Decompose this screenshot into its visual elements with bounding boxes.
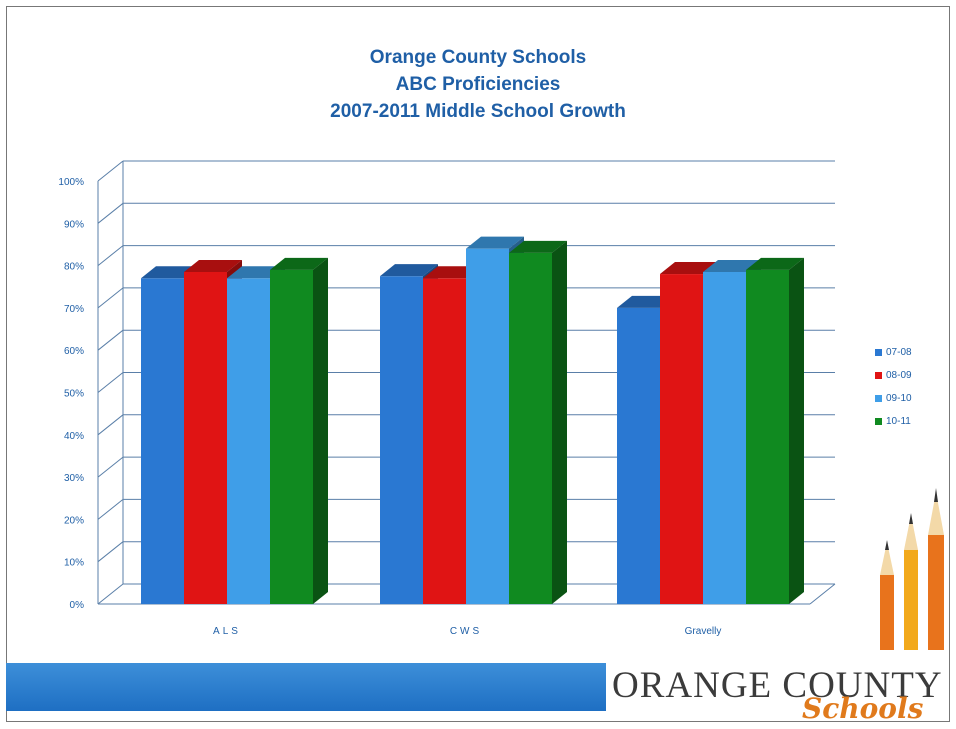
bar-cws-09-10 [466, 248, 509, 604]
y-tick-label: 0% [70, 600, 85, 611]
bar-als-10-11 [270, 269, 313, 604]
gridline-side-1 [97, 541, 124, 563]
gridline-side-8 [97, 245, 124, 266]
bar-gravelly-09-10 [703, 271, 746, 604]
y-tick-label: 10% [64, 558, 84, 569]
chart-title-line-3: 2007-2011 Middle School Growth [330, 101, 626, 122]
y-tick-label: 20% [64, 515, 84, 526]
pencil-3 [928, 488, 944, 650]
legend-label-07-08: 07-08 [886, 347, 912, 358]
gridline-side-6 [97, 329, 124, 351]
legend-item-10-11: 10-11 [875, 414, 912, 437]
legend-item-09-10: 09-10 [875, 391, 912, 414]
pencil-1 [880, 540, 894, 650]
legend-swatch-09-10 [875, 394, 882, 402]
bar-cws-10-11 [509, 252, 552, 604]
legend-label-09-10: 09-10 [886, 393, 912, 404]
legend-label-08-09: 08-09 [886, 370, 912, 381]
bar-top-cws-09-10 [466, 236, 524, 249]
y-tick-label: 100% [58, 177, 84, 188]
y-tick-label: 90% [64, 219, 84, 230]
gridline-side-5 [97, 372, 124, 393]
legend-item-08-09: 08-09 [875, 368, 912, 391]
bar-side-cws-10-11 [552, 240, 567, 604]
x-category-label: Gravelly [685, 626, 722, 637]
gridline-side-3 [97, 456, 124, 478]
bar-top-cws-07-08 [380, 264, 438, 277]
y-tick-label: 30% [64, 473, 84, 484]
bar-top-gravelly-10-11 [746, 257, 804, 270]
logo-sub-text: Schools [802, 692, 924, 725]
y-tick-label: 80% [64, 262, 84, 273]
bar-top-als-10-11 [270, 257, 328, 270]
footer-bar [6, 663, 606, 711]
bar-top-cws-10-11 [509, 240, 567, 253]
bar-side-gravelly-10-11 [789, 257, 804, 604]
y-tick-label: 40% [64, 431, 84, 442]
bar-cws-07-08 [380, 276, 423, 604]
pencils-illustration [880, 488, 944, 650]
pencil-2 [904, 513, 918, 650]
gridline-side-4 [97, 414, 124, 436]
y-tick-label: 60% [64, 346, 84, 357]
bar-top-gravelly-09-10 [703, 259, 761, 272]
legend-swatch-10-11 [875, 417, 882, 425]
gridline-side-0 [97, 583, 124, 605]
chart-title-line-2: ABC Proficiencies [395, 74, 561, 95]
bar-als-08-09 [184, 271, 227, 604]
logo-main-text: ORANGE COUNTY [612, 665, 943, 706]
y-tick-label: 50% [64, 389, 84, 400]
bar-gravelly-10-11 [746, 269, 789, 604]
gridline-side-2 [97, 499, 124, 520]
x-category-label: CWS [450, 626, 482, 637]
chart-title-line-1: Orange County Schools [369, 47, 587, 68]
bar-als-07-08 [141, 278, 184, 604]
legend-swatch-07-08 [875, 348, 882, 356]
gridline-side-7 [97, 287, 124, 309]
gridline-side-10 [97, 160, 124, 182]
legend-label-10-11: 10-11 [886, 416, 911, 427]
y-tick-label: 70% [64, 304, 84, 315]
bar-als-09-10 [227, 278, 270, 604]
floor-right-edge [809, 583, 836, 605]
legend-item-07-08: 07-08 [875, 345, 912, 368]
bar-top-als-08-09 [184, 259, 242, 272]
gridline-side-9 [97, 202, 124, 224]
x-category-label: ALS [213, 626, 241, 637]
bar-gravelly-08-09 [660, 274, 703, 604]
bar-side-als-10-11 [313, 257, 328, 604]
chart-title: Orange County Schools ABC Proficiencies … [0, 44, 956, 125]
bar-cws-08-09 [423, 278, 466, 604]
orange-county-schools-logo: ORANGE COUNTY Schools [612, 662, 943, 725]
bar-top-gravelly-08-09 [660, 262, 718, 275]
chart-legend: 07-08 08-09 09-10 10-11 [875, 345, 912, 437]
legend-swatch-08-09 [875, 371, 882, 379]
bar-gravelly-07-08 [617, 307, 660, 604]
